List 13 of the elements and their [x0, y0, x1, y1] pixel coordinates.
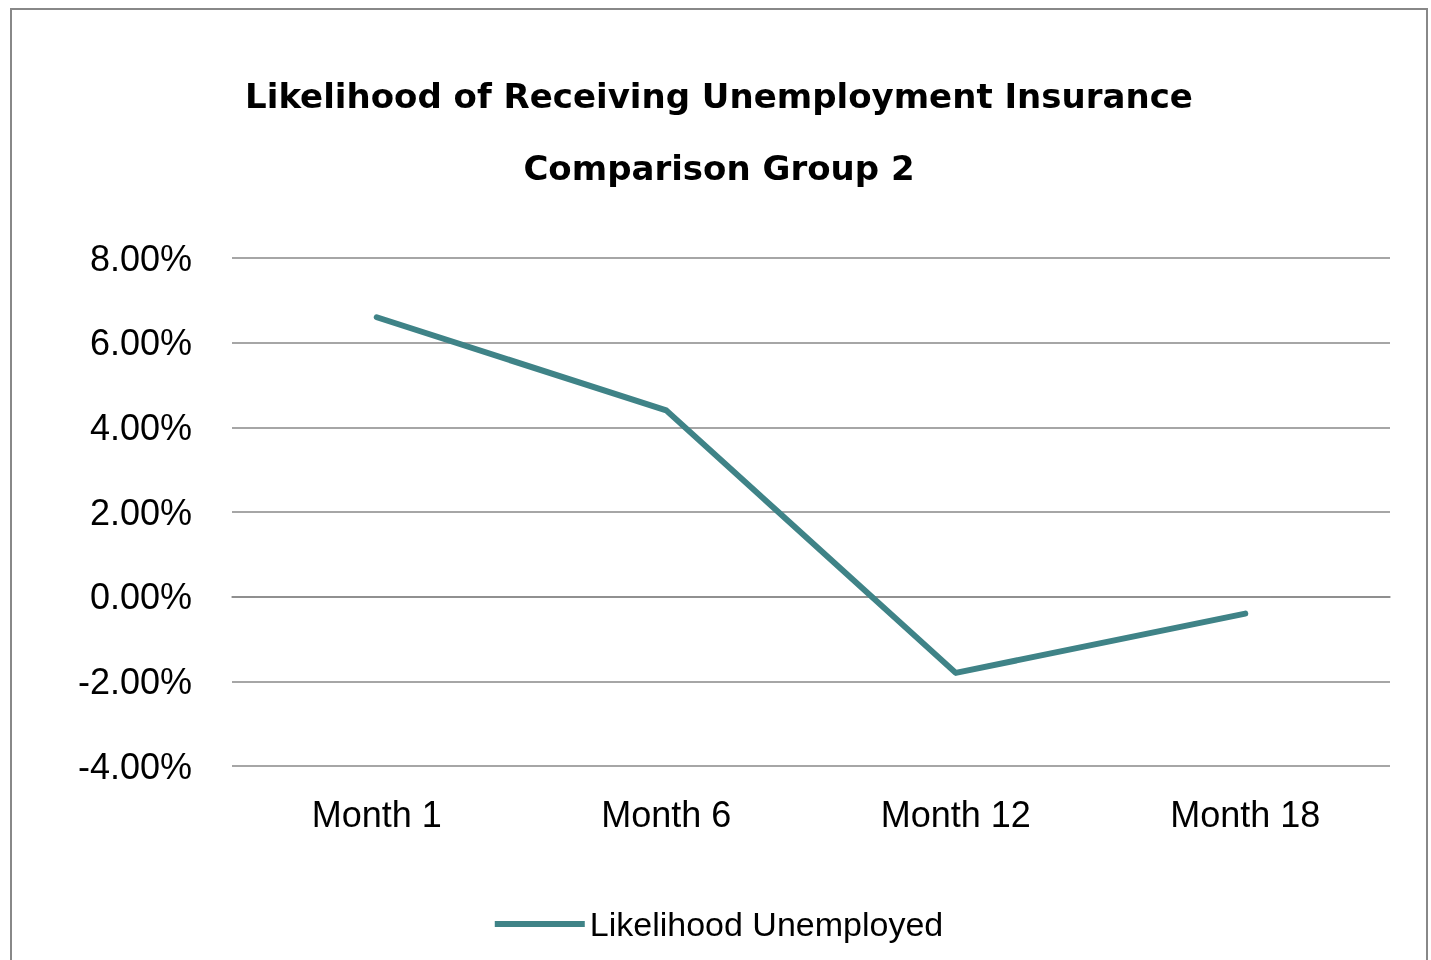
legend-label: Likelihood Unemployed	[589, 905, 944, 943]
x-tick-label: Month 18	[1170, 793, 1321, 835]
y-tick-label: -2.00%	[77, 660, 192, 702]
x-tick-label: Month 12	[880, 793, 1031, 835]
y-tick-label: 2.00%	[89, 491, 192, 533]
y-tick-label: -4.00%	[77, 745, 192, 787]
y-tick-label: 0.00%	[89, 576, 192, 618]
y-tick-label: 6.00%	[89, 322, 192, 364]
y-tick-label: 8.00%	[89, 237, 192, 279]
chart-title: Likelihood of Receiving Unemployment Insurance Comparison Group 2	[245, 76, 1193, 188]
y-tick-label: 4.00%	[89, 406, 192, 448]
x-tick-label: Month 1	[311, 793, 442, 835]
x-tick-label: Month 6	[601, 793, 732, 835]
